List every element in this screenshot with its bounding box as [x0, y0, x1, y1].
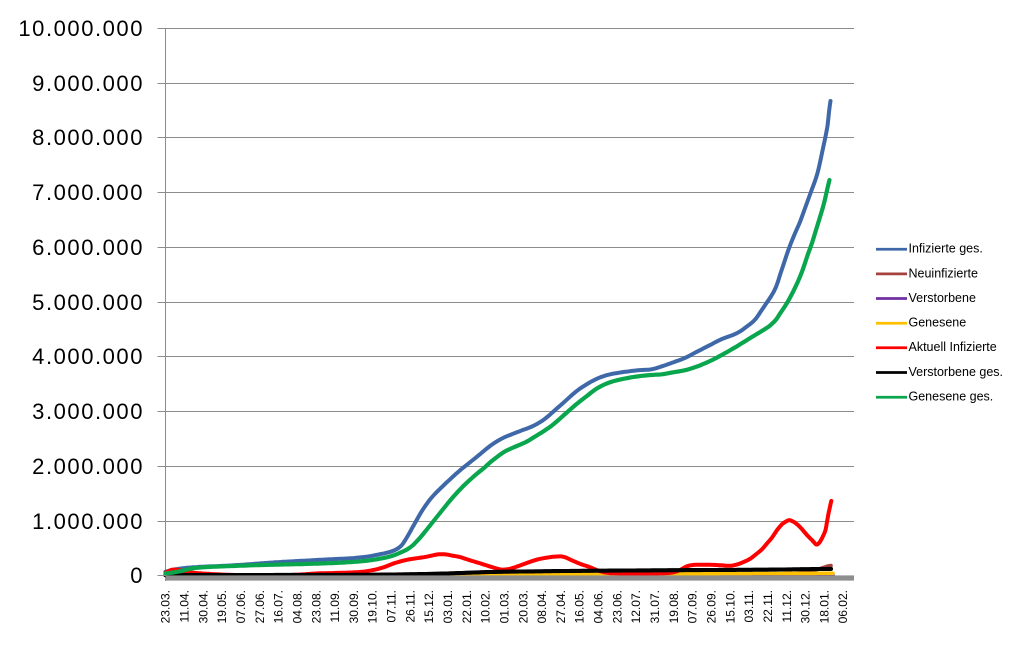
svg-text:16.05.: 16.05. [573, 590, 587, 623]
svg-text:01.03.: 01.03. [498, 590, 512, 623]
svg-text:30.09.: 30.09. [347, 590, 361, 623]
svg-text:19.05.: 19.05. [215, 590, 229, 623]
svg-text:03.01.: 03.01. [441, 590, 455, 623]
svg-text:07.06.: 07.06. [234, 590, 248, 623]
svg-text:20.03.: 20.03. [516, 590, 530, 623]
svg-text:07.11.: 07.11. [385, 590, 399, 622]
svg-text:23.03.: 23.03. [159, 590, 173, 623]
svg-text:Genesene ges.: Genesene ges. [909, 390, 994, 404]
svg-text:2.000.000: 2.000.000 [32, 454, 144, 479]
svg-text:1.000.000: 1.000.000 [32, 509, 144, 534]
svg-text:12.07.: 12.07. [629, 590, 643, 623]
svg-text:27.04.: 27.04. [554, 590, 568, 623]
svg-text:07.09.: 07.09. [686, 590, 700, 623]
svg-text:Genesene: Genesene [909, 316, 967, 330]
svg-text:6.000.000: 6.000.000 [32, 235, 144, 260]
svg-text:15.12.: 15.12. [422, 590, 436, 623]
svg-text:26.09.: 26.09. [705, 590, 719, 623]
svg-text:06.02.: 06.02. [836, 590, 850, 623]
svg-text:31.07.: 31.07. [648, 590, 662, 623]
svg-text:19.08.: 19.08. [667, 590, 681, 623]
svg-text:26.11.: 26.11. [403, 590, 417, 622]
svg-text:8.000.000: 8.000.000 [32, 125, 144, 150]
svg-text:27.06.: 27.06. [253, 590, 267, 623]
svg-text:11.04.: 11.04. [178, 590, 192, 622]
svg-text:7.000.000: 7.000.000 [32, 180, 144, 205]
svg-text:30.12.: 30.12. [799, 590, 813, 623]
svg-text:4.000.000: 4.000.000 [32, 344, 144, 369]
svg-text:23.08.: 23.08. [309, 590, 323, 623]
svg-text:22.01.: 22.01. [460, 590, 474, 623]
svg-text:23.06.: 23.06. [610, 590, 624, 623]
svg-text:15.10.: 15.10. [723, 590, 737, 623]
svg-text:22.11.: 22.11. [761, 590, 775, 622]
svg-text:30.04.: 30.04. [196, 590, 210, 623]
svg-text:5.000.000: 5.000.000 [32, 290, 144, 315]
svg-text:11.12.: 11.12. [780, 590, 794, 622]
svg-text:08.04.: 08.04. [535, 590, 549, 623]
svg-text:16.07.: 16.07. [272, 590, 286, 623]
svg-text:03.11.: 03.11. [742, 590, 756, 622]
svg-text:04.08.: 04.08. [290, 590, 304, 623]
svg-text:11.09.: 11.09. [328, 590, 342, 622]
svg-text:0: 0 [130, 563, 144, 588]
svg-text:19.10.: 19.10. [366, 590, 380, 623]
svg-text:Verstorbene ges.: Verstorbene ges. [909, 365, 1004, 379]
svg-text:18.01.: 18.01. [817, 590, 831, 623]
svg-text:Infizierte ges.: Infizierte ges. [909, 242, 983, 256]
svg-text:Aktuell Infizierte: Aktuell Infizierte [909, 340, 997, 354]
svg-text:Neuinfizierte: Neuinfizierte [909, 266, 979, 280]
svg-text:Verstorbene: Verstorbene [909, 291, 976, 305]
svg-text:04.06.: 04.06. [592, 590, 606, 623]
svg-text:9.000.000: 9.000.000 [32, 71, 144, 96]
svg-text:3.000.000: 3.000.000 [32, 399, 144, 424]
svg-text:10.000.000: 10.000.000 [18, 16, 144, 41]
svg-text:10.02.: 10.02. [479, 590, 493, 623]
